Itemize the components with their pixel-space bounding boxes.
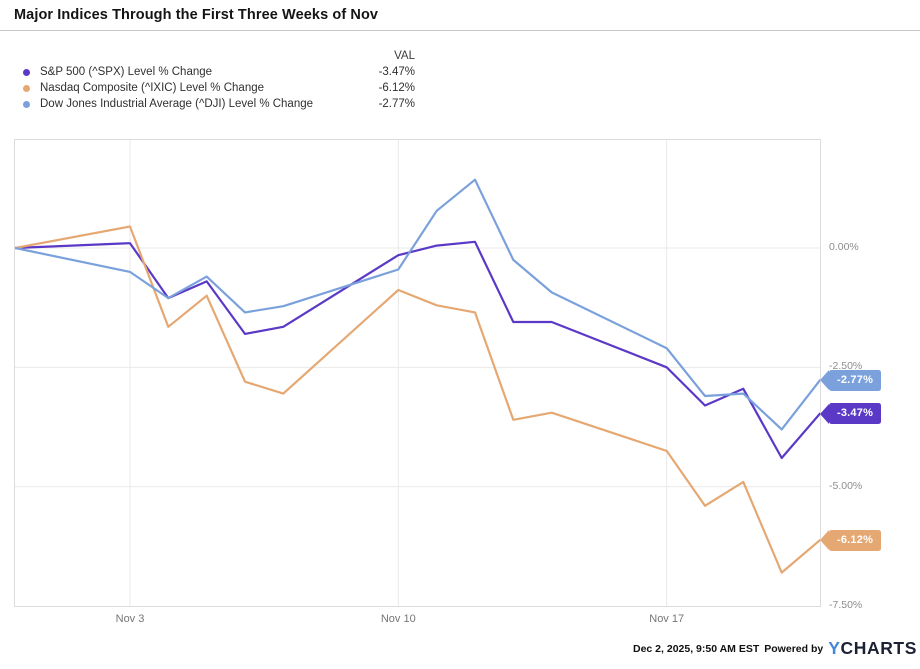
- legend-value-ixic: -6.12%: [378, 82, 415, 94]
- legend-header-row: VAL: [14, 48, 415, 64]
- legend-val-header: VAL: [394, 50, 415, 62]
- series-line-spx: [15, 240, 820, 460]
- legend-row-dji: Dow Jones Industrial Average (^DJI) Leve…: [14, 96, 415, 112]
- pill-arrow-icon: [820, 370, 829, 391]
- chart-plot-area: [14, 139, 821, 607]
- title-divider: [0, 30, 920, 31]
- series-dot-dji-icon: [23, 100, 30, 108]
- powered-by-label: Powered by: [764, 642, 824, 655]
- y-axis-tick-1: -2.50%: [829, 360, 863, 373]
- legend-row-spx: S&P 500 (^SPX) Level % Change -3.47%: [14, 64, 415, 80]
- series-dot-ixic-icon: [23, 84, 30, 92]
- pill-arrow-icon: [820, 403, 829, 424]
- series-line-dji: [15, 178, 820, 431]
- page-title: Major Indices Through the First Three We…: [14, 7, 379, 23]
- end-value-ixic: -6.12%: [829, 529, 882, 551]
- y-axis-tick-2: -5.00%: [829, 479, 863, 492]
- x-axis-tick-1: Nov 10: [380, 613, 416, 625]
- end-value-pill-spx: -3.47%: [820, 403, 882, 425]
- y-axis-tick-0: 0.00%: [829, 241, 859, 253]
- legend-value-spx: -3.47%: [378, 66, 415, 78]
- legend-label-ixic: Nasdaq Composite (^IXIC) Level % Change: [40, 82, 265, 94]
- legend-value-dji: -2.77%: [378, 98, 415, 110]
- end-value-spx: -3.47%: [829, 403, 882, 425]
- legend-label-dji: Dow Jones Industrial Average (^DJI) Leve…: [40, 98, 314, 110]
- y-axis-tick-3: -7.50%: [829, 599, 863, 611]
- pill-arrow-icon: [820, 530, 829, 551]
- series-dot-spx-icon: [23, 68, 30, 76]
- end-value-dji: -2.77%: [829, 369, 882, 391]
- footer: Dec 2, 2025, 9:50 AM EST Powered by YCHA…: [633, 638, 917, 658]
- x-axis-tick-0: Nov 3: [115, 613, 145, 625]
- line-chart: [15, 140, 820, 606]
- x-axis-tick-2: Nov 17: [649, 613, 685, 625]
- series-line-ixic: [15, 225, 820, 574]
- timestamp: Dec 2, 2025, 9:50 AM EST: [633, 642, 760, 655]
- end-value-pill-dji: -2.77%: [820, 369, 882, 391]
- legend: VAL S&P 500 (^SPX) Level % Change -3.47%…: [14, 48, 415, 112]
- legend-row-ixic: Nasdaq Composite (^IXIC) Level % Change …: [14, 80, 415, 96]
- ycharts-logo-y-icon: Y: [828, 638, 841, 658]
- ycharts-logo: YCHARTS: [828, 638, 917, 658]
- legend-label-spx: S&P 500 (^SPX) Level % Change: [40, 66, 213, 78]
- end-value-pill-ixic: -6.12%: [820, 529, 882, 551]
